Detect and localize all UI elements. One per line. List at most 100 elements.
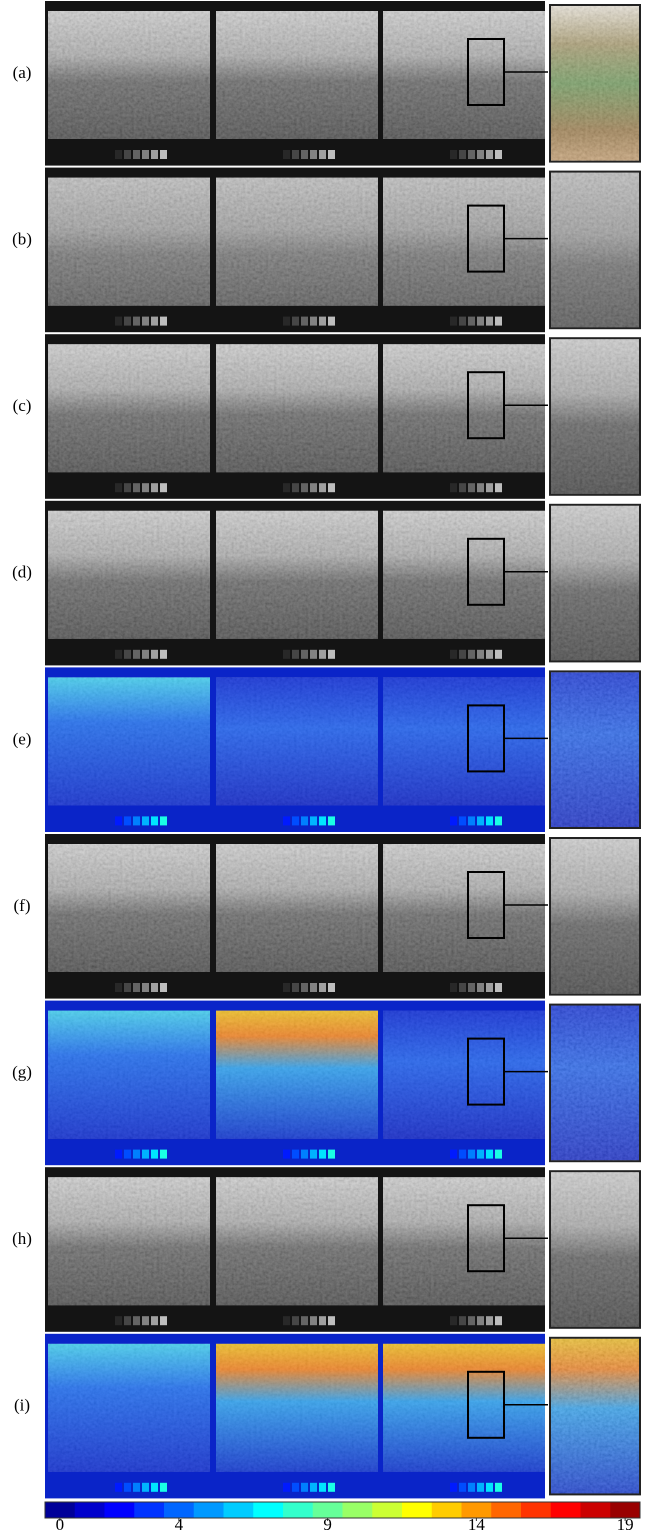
zoom-texture [551, 1006, 639, 1161]
test-patch [495, 650, 502, 659]
image-texture [383, 1011, 545, 1139]
test-patch [160, 1150, 167, 1159]
colorbar-segment [551, 1502, 581, 1518]
image-texture [216, 1344, 378, 1472]
image-texture [216, 1011, 378, 1139]
test-patch [115, 1316, 122, 1325]
test-patch [319, 150, 326, 159]
test-patch [459, 1150, 466, 1159]
colorbar-segment [372, 1502, 402, 1518]
test-patch [495, 317, 502, 326]
test-patch [301, 1483, 308, 1492]
test-patch [468, 483, 475, 492]
test-patch [477, 150, 484, 159]
test-patch [328, 816, 335, 825]
colorbar-segment [75, 1502, 105, 1518]
test-patch [459, 1316, 466, 1325]
colorbar-segment [194, 1502, 224, 1518]
test-patch [151, 983, 158, 992]
test-patch [160, 483, 167, 492]
test-patch [450, 983, 457, 992]
row-label: (g) [12, 1063, 32, 1082]
test-patch [477, 317, 484, 326]
test-patch [450, 816, 457, 825]
test-patch [142, 650, 149, 659]
test-patch [468, 816, 475, 825]
test-patch [124, 983, 131, 992]
image-texture [383, 844, 545, 972]
test-patch [468, 317, 475, 326]
row-label: (c) [13, 396, 32, 415]
colorbar-tick-label: 9 [323, 1515, 332, 1534]
zoom-texture [551, 506, 639, 661]
test-patch [450, 150, 457, 159]
test-patch [115, 1483, 122, 1492]
test-patch [450, 650, 457, 659]
test-patch [283, 1483, 290, 1492]
image-texture [383, 511, 545, 639]
test-patch [151, 816, 158, 825]
test-patch [160, 983, 167, 992]
test-patch [151, 317, 158, 326]
test-patch [133, 150, 140, 159]
test-patch [283, 1150, 290, 1159]
colorbar-tick-label: 14 [468, 1515, 486, 1534]
test-patch [486, 1150, 493, 1159]
test-patch [124, 1483, 131, 1492]
zoom-texture [551, 672, 639, 827]
image-texture [383, 1344, 545, 1472]
test-patch [301, 150, 308, 159]
test-patch [142, 983, 149, 992]
colorbar-tick-label: 4 [175, 1515, 184, 1534]
image-texture [48, 1011, 210, 1139]
image-texture [383, 677, 545, 805]
test-patch [319, 1483, 326, 1492]
test-patch [124, 1316, 131, 1325]
test-patch [142, 150, 149, 159]
test-patch [115, 150, 122, 159]
test-patch [468, 983, 475, 992]
colorbar-segment [224, 1502, 254, 1518]
test-patch [459, 650, 466, 659]
test-patch [328, 650, 335, 659]
test-patch [450, 1150, 457, 1159]
test-patch [477, 1483, 484, 1492]
figure: (a)(b)(c)(d)(e)(f)(g)(h)(i)0491419 [0, 0, 654, 1535]
row-label: (b) [12, 230, 32, 249]
test-patch [459, 150, 466, 159]
test-patch [310, 317, 317, 326]
test-patch [450, 317, 457, 326]
colorbar-segment [521, 1502, 551, 1518]
test-patch [151, 1150, 158, 1159]
test-patch [124, 650, 131, 659]
test-patch [450, 1316, 457, 1325]
test-patch [486, 150, 493, 159]
test-patch [292, 650, 299, 659]
colorbar-segment [253, 1502, 283, 1518]
test-patch [468, 1150, 475, 1159]
test-patch [283, 816, 290, 825]
test-patch [292, 816, 299, 825]
test-patch [486, 1483, 493, 1492]
test-patch [115, 650, 122, 659]
test-patch [495, 1483, 502, 1492]
test-patch [477, 816, 484, 825]
test-patch [115, 983, 122, 992]
image-texture [383, 11, 545, 139]
test-patch [142, 317, 149, 326]
colorbar-segment [581, 1502, 611, 1518]
test-patch [310, 816, 317, 825]
row-label: (i) [14, 1396, 30, 1415]
zoom-texture [551, 839, 639, 994]
test-patch [301, 483, 308, 492]
test-patch [151, 483, 158, 492]
test-patch [133, 650, 140, 659]
test-patch [133, 1483, 140, 1492]
test-patch [160, 150, 167, 159]
image-texture [216, 1177, 378, 1305]
test-patch [495, 983, 502, 992]
test-patch [310, 983, 317, 992]
colorbar-segment [343, 1502, 373, 1518]
test-patch [468, 650, 475, 659]
test-patch [124, 483, 131, 492]
